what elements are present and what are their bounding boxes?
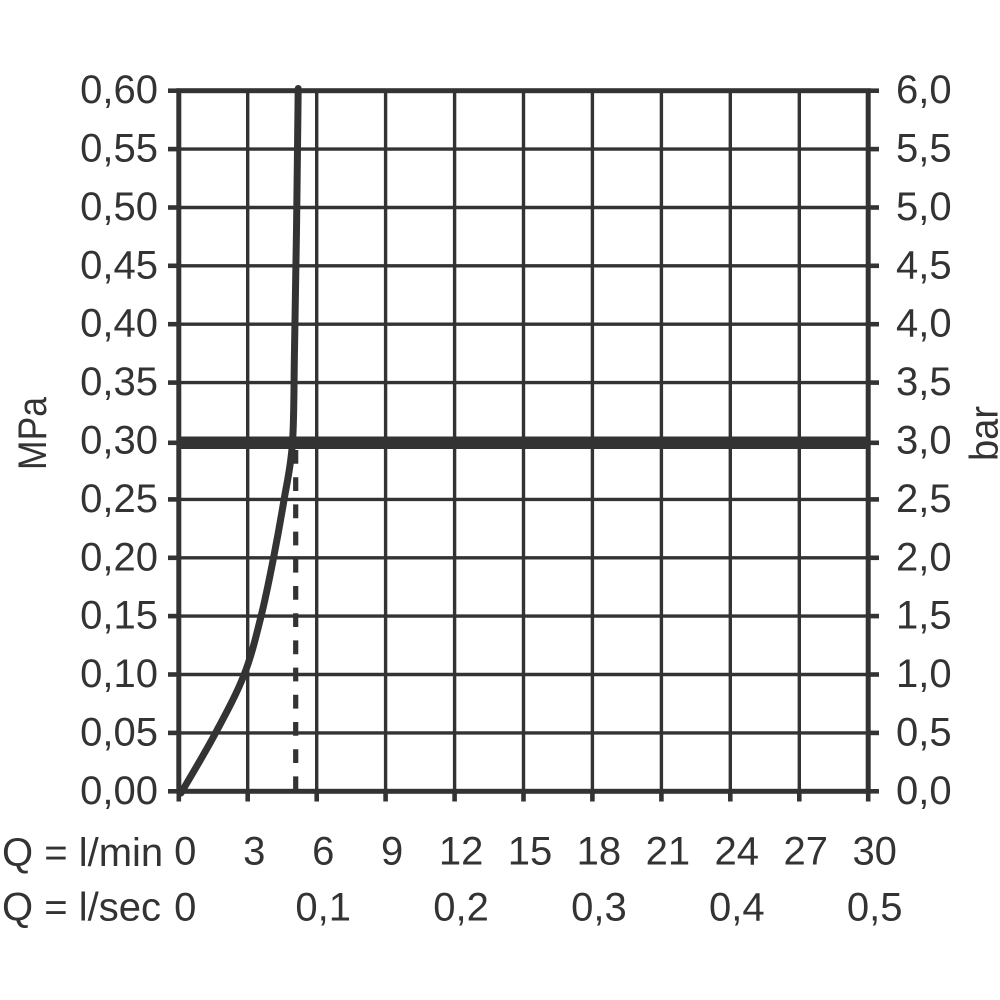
svg-text:0,5: 0,5 <box>896 710 952 754</box>
svg-text:6: 6 <box>312 830 334 874</box>
svg-text:4,0: 4,0 <box>896 302 952 346</box>
svg-text:0,50: 0,50 <box>80 185 158 229</box>
svg-text:3,0: 3,0 <box>896 419 952 463</box>
svg-text:2,0: 2,0 <box>896 535 952 579</box>
svg-text:bar: bar <box>963 406 1000 461</box>
svg-text:0,25: 0,25 <box>80 477 158 521</box>
svg-text:0,55: 0,55 <box>80 127 158 171</box>
svg-text:27: 27 <box>784 830 829 874</box>
svg-text:Q = l/min: Q = l/min <box>2 831 163 875</box>
svg-text:0,15: 0,15 <box>80 594 158 638</box>
svg-text:0,20: 0,20 <box>80 535 158 579</box>
svg-text:0,00: 0,00 <box>80 769 158 813</box>
svg-text:0,45: 0,45 <box>80 243 158 287</box>
svg-text:0,40: 0,40 <box>80 302 158 346</box>
svg-text:21: 21 <box>646 830 691 874</box>
svg-text:0,0: 0,0 <box>896 769 952 813</box>
svg-text:0: 0 <box>174 830 196 874</box>
svg-text:0,35: 0,35 <box>80 360 158 404</box>
svg-text:4,5: 4,5 <box>896 243 952 287</box>
svg-text:9: 9 <box>381 830 403 874</box>
svg-text:3: 3 <box>243 830 265 874</box>
svg-text:3,5: 3,5 <box>896 360 952 404</box>
svg-text:0,5: 0,5 <box>847 885 903 929</box>
svg-text:1,5: 1,5 <box>896 594 952 638</box>
svg-text:Q = l/sec: Q = l/sec <box>2 885 161 929</box>
svg-text:0,4: 0,4 <box>709 885 765 929</box>
svg-text:5,0: 5,0 <box>896 185 952 229</box>
svg-text:0,30: 0,30 <box>80 419 158 463</box>
svg-text:6,0: 6,0 <box>896 68 952 112</box>
svg-text:0,3: 0,3 <box>571 885 627 929</box>
svg-text:18: 18 <box>577 830 622 874</box>
svg-text:24: 24 <box>715 830 760 874</box>
svg-text:2,5: 2,5 <box>896 477 952 521</box>
svg-text:0,1: 0,1 <box>295 885 351 929</box>
svg-text:0,05: 0,05 <box>80 710 158 754</box>
svg-text:0,2: 0,2 <box>433 885 489 929</box>
svg-text:30: 30 <box>852 830 897 874</box>
svg-text:5,5: 5,5 <box>896 127 952 171</box>
svg-text:12: 12 <box>439 830 484 874</box>
svg-text:1,0: 1,0 <box>896 652 952 696</box>
svg-text:15: 15 <box>508 830 553 874</box>
svg-text:0: 0 <box>174 885 196 929</box>
svg-text:MPa: MPa <box>11 396 55 470</box>
svg-text:0,10: 0,10 <box>80 652 158 696</box>
svg-text:0,60: 0,60 <box>80 68 158 112</box>
